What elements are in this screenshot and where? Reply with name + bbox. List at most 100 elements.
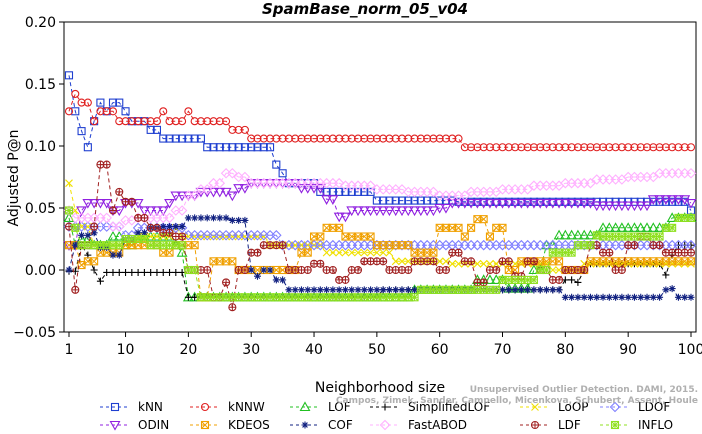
data-point [509, 198, 521, 209]
y-tick-label: 0.20 [25, 15, 56, 31]
data-point [333, 177, 345, 189]
data-point [674, 143, 683, 152]
data-point [216, 214, 224, 222]
data-point [381, 403, 389, 411]
data-point [304, 286, 312, 294]
data-point [233, 184, 245, 194]
data-point [396, 206, 408, 217]
data-point [140, 213, 149, 222]
watermark-line-2: Campos, Zimek, Sander, Campello, Micenko… [336, 396, 698, 406]
data-point [598, 143, 608, 152]
data-point [196, 117, 205, 126]
data-point [253, 134, 262, 143]
data-point [132, 198, 144, 209]
data-point [402, 206, 414, 217]
data-point [71, 241, 79, 249]
data-point [172, 268, 180, 276]
data-point [189, 190, 200, 201]
data-point [166, 268, 174, 276]
data-point [71, 89, 80, 98]
data-point [178, 232, 187, 241]
data-point [310, 286, 318, 294]
data-point [385, 286, 393, 294]
legend-label: kNNW [228, 400, 265, 414]
data-point [668, 197, 677, 206]
data-point [542, 286, 550, 294]
data-point [586, 293, 594, 301]
data-point [260, 266, 268, 274]
data-point [358, 206, 370, 217]
data-point [586, 143, 595, 152]
y-tick-label: −0.05 [13, 325, 56, 341]
data-point [661, 143, 670, 152]
data-point [379, 419, 391, 431]
data-point [321, 195, 333, 205]
data-point [672, 195, 684, 205]
data-point [303, 134, 312, 143]
data-point [239, 184, 251, 194]
data-point [203, 117, 212, 126]
data-point [140, 268, 148, 276]
data-point [178, 117, 187, 126]
data-point [421, 206, 433, 217]
data-point [404, 265, 413, 275]
data-point [373, 286, 381, 294]
data-point [222, 214, 230, 222]
data-point [347, 248, 356, 257]
data-point [479, 278, 488, 287]
data-point [209, 117, 218, 126]
data-point [559, 198, 571, 209]
data-point [222, 117, 231, 126]
data-point [200, 420, 210, 430]
y-tick-label: 0.00 [25, 263, 56, 279]
data-point [618, 293, 626, 301]
legend-item-fastabod: FastABOD [370, 418, 467, 432]
data-point [152, 125, 162, 134]
data-point [605, 293, 613, 301]
series-line [68, 172, 691, 228]
data-point [341, 248, 350, 257]
data-point [159, 223, 167, 231]
data-point [327, 195, 339, 205]
data-point [77, 98, 86, 107]
data-point [685, 198, 697, 209]
data-point [165, 134, 174, 143]
data-point [603, 222, 615, 232]
data-point [76, 206, 88, 217]
data-point [559, 229, 571, 240]
data-point [113, 206, 125, 217]
data-point [668, 223, 677, 232]
data-point [467, 257, 476, 266]
data-point [511, 143, 520, 152]
data-point [84, 231, 92, 239]
data-point [409, 206, 420, 217]
data-point [503, 198, 515, 209]
data-point [641, 201, 653, 212]
data-point [529, 275, 538, 284]
data-point [146, 125, 155, 134]
data-point [580, 293, 588, 301]
data-point [523, 143, 532, 152]
data-point [94, 198, 106, 209]
data-point [203, 143, 212, 152]
data-point [555, 286, 563, 294]
data-point [680, 143, 689, 152]
data-point [165, 117, 174, 126]
data-point [479, 143, 488, 152]
data-point [605, 248, 614, 257]
data-point [617, 143, 626, 152]
data-point [504, 143, 513, 152]
data-point [203, 214, 211, 222]
data-point [591, 201, 603, 212]
data-point [191, 214, 199, 222]
data-point [165, 228, 174, 237]
data-point [372, 134, 381, 143]
data-point [524, 286, 532, 294]
data-point [542, 265, 551, 275]
data-point [366, 248, 375, 257]
data-point [597, 222, 609, 232]
data-point [366, 232, 375, 241]
data-point [71, 285, 80, 294]
data-point [366, 134, 375, 143]
